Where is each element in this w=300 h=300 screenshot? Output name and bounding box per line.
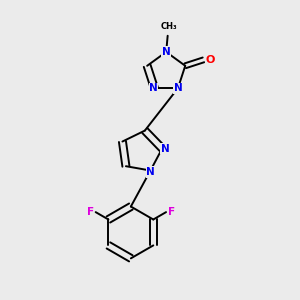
Text: O: O [205, 55, 214, 65]
Text: F: F [168, 207, 175, 217]
Text: CH₃: CH₃ [160, 22, 177, 31]
Text: N: N [161, 143, 170, 154]
Text: F: F [87, 207, 94, 217]
Text: N: N [174, 83, 182, 93]
Text: N: N [162, 47, 171, 57]
Text: N: N [149, 83, 158, 93]
Text: N: N [146, 167, 155, 177]
